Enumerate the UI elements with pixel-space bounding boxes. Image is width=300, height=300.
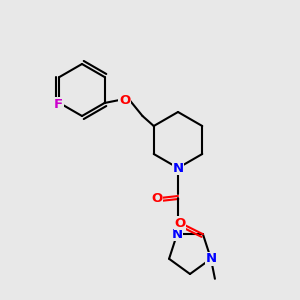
Text: O: O xyxy=(152,191,163,205)
Text: O: O xyxy=(119,94,130,106)
Text: N: N xyxy=(206,252,217,265)
Text: N: N xyxy=(172,161,184,175)
Text: F: F xyxy=(54,98,63,110)
Text: N: N xyxy=(172,228,183,241)
Text: O: O xyxy=(174,217,186,230)
